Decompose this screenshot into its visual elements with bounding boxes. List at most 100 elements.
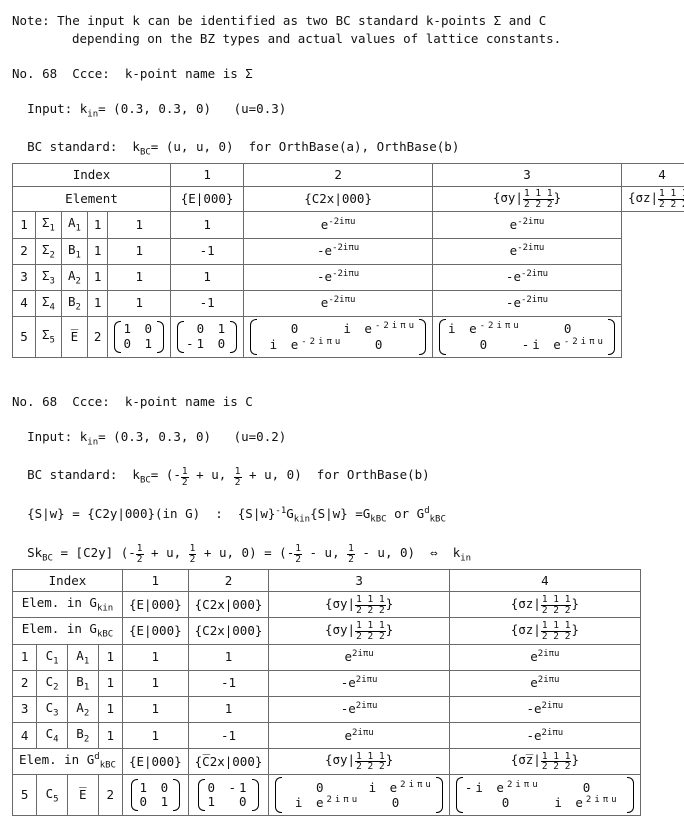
t: B — [76, 674, 84, 689]
m: 2iπu — [400, 780, 434, 790]
t: 2 — [84, 708, 89, 718]
cell: -2iπu — [332, 243, 359, 253]
cell: -e2iπu — [449, 696, 640, 722]
cell: 1 — [122, 670, 188, 696]
cell: Σ5 — [36, 316, 62, 357]
hdr-e2: {C2x|000} — [244, 186, 433, 212]
t: } — [571, 752, 579, 767]
t: C — [46, 786, 54, 801]
t: 2 — [294, 555, 302, 565]
t: 1 — [84, 656, 89, 666]
cell: i e-2iπu 0 0 -i e-2iπu — [433, 316, 622, 357]
cell: 3 — [50, 276, 55, 286]
t: = [C2y] (- — [53, 545, 136, 560]
hdr-e1: {E|000} — [171, 186, 244, 212]
cell: 2 — [188, 569, 269, 592]
cell: 1 — [171, 264, 244, 290]
sec1-bc-l: BC standard: k — [27, 139, 140, 154]
hdr-c3: 3 — [433, 164, 622, 187]
cell: -e-2iπu — [433, 264, 622, 290]
cell: e2iπu — [449, 670, 640, 696]
cell: -e-2iπu — [244, 238, 433, 264]
cell: A2 — [61, 264, 87, 290]
note-line-1: Note: The input k can be identified as t… — [12, 12, 672, 30]
sec1-bc-r: = (u, u, 0) for OrthBase(a), OrthBase(b) — [151, 139, 460, 154]
t: e — [530, 649, 538, 664]
cell: {E|000} — [122, 748, 188, 774]
cell: Elem. in Gkin — [13, 592, 123, 618]
cell: -e2iπu — [269, 696, 449, 722]
cell: A2 — [67, 696, 98, 722]
t: 5 — [53, 794, 58, 804]
cell: -2iπu — [521, 269, 548, 279]
table-row: Element {E|000} {C2x|000} {σy|1 1 12 2 2… — [13, 186, 684, 212]
m: i e — [270, 337, 302, 352]
m: -2iπu — [480, 321, 522, 331]
m: i e — [554, 795, 586, 810]
t: 2 — [234, 478, 242, 488]
m: -1 — [186, 336, 207, 351]
cell: Σ2 — [36, 238, 62, 264]
t: - — [526, 728, 534, 743]
m: 2iπu — [507, 780, 541, 790]
cell: 1 — [98, 670, 122, 696]
t: 1 1 1 — [541, 752, 572, 763]
m: 0 — [218, 336, 229, 351]
table-row: 5 Σ5 E̅ 2 1 00 1 0 1-1 0 0 i e-2iπu i e-… — [13, 316, 684, 357]
cell: -e-2iπu — [244, 264, 433, 290]
table-row: 5 C5 E̅ 2 1 00 1 0 -11 0 0 i e2iπu i e2i… — [13, 775, 641, 816]
t: G — [286, 506, 294, 521]
cell: -2iπu — [521, 295, 548, 305]
t: 2 — [347, 555, 355, 565]
cell: 1 — [188, 696, 269, 722]
m: i e — [448, 321, 480, 336]
sec2-title: No. 68 Ccce: k-point name is C — [12, 393, 672, 411]
sec1-bc-sub: BC — [140, 148, 151, 158]
cell: 1 — [75, 250, 80, 260]
t: 2 — [53, 682, 58, 692]
m: -1 — [229, 780, 250, 795]
cell: -2iπu — [328, 217, 355, 227]
cell: Σ1 — [36, 212, 62, 238]
cell: 1 — [50, 224, 55, 234]
frac-d: 2 2 2 — [523, 200, 554, 210]
t: 3 — [53, 708, 58, 718]
cell: 0 i e-2iπu i e-2iπu 0 — [244, 316, 433, 357]
cell: 3 — [13, 264, 36, 290]
m: 2iπu — [326, 795, 360, 805]
cell: {σy|1 1 12 2 2} — [269, 748, 449, 774]
cell: 1 — [171, 212, 244, 238]
t: } — [571, 596, 579, 611]
cell: B1 — [67, 670, 98, 696]
cell: e-2iπu — [433, 238, 622, 264]
cell: 0 i e2iπu i e2iπu 0 — [269, 775, 449, 816]
frac-d: 2 2 2 — [658, 200, 684, 210]
t: BC standard: k — [27, 467, 140, 482]
t: 1 1 1 — [355, 752, 386, 763]
t: BC — [140, 476, 151, 486]
cell: 1 — [13, 644, 37, 670]
t: - u, 0) ⇔ k — [355, 545, 460, 560]
sec1-input-l: Input: k — [27, 101, 87, 116]
m: 0 — [564, 321, 575, 336]
cell: 2 — [13, 670, 37, 696]
m: 0 — [316, 780, 327, 795]
cell: Σ — [42, 327, 50, 342]
sec2-sk: SkBC = [C2y] (-12 + u, 12 + u, 0) = (-12… — [12, 526, 672, 565]
t: -1 — [275, 506, 286, 516]
t: 1 — [84, 682, 89, 692]
t: + u, — [144, 545, 189, 560]
table-row: 3 C3 A2 1 1 1 -e2iπu -e2iπu — [13, 696, 641, 722]
cell: - — [317, 269, 325, 284]
t: {S|w} =G — [310, 506, 370, 521]
cell: 2 — [75, 276, 80, 286]
cell: 1 — [122, 569, 188, 592]
m: 2iπu — [586, 795, 620, 805]
cell: {σz|1 1 12 2 2} — [449, 592, 640, 618]
m: i e — [295, 795, 327, 810]
t: - u, — [302, 545, 347, 560]
t: - — [526, 702, 534, 717]
cell: 5 — [13, 775, 37, 816]
t: 2iπu — [542, 701, 564, 711]
cell: C2 — [37, 670, 68, 696]
